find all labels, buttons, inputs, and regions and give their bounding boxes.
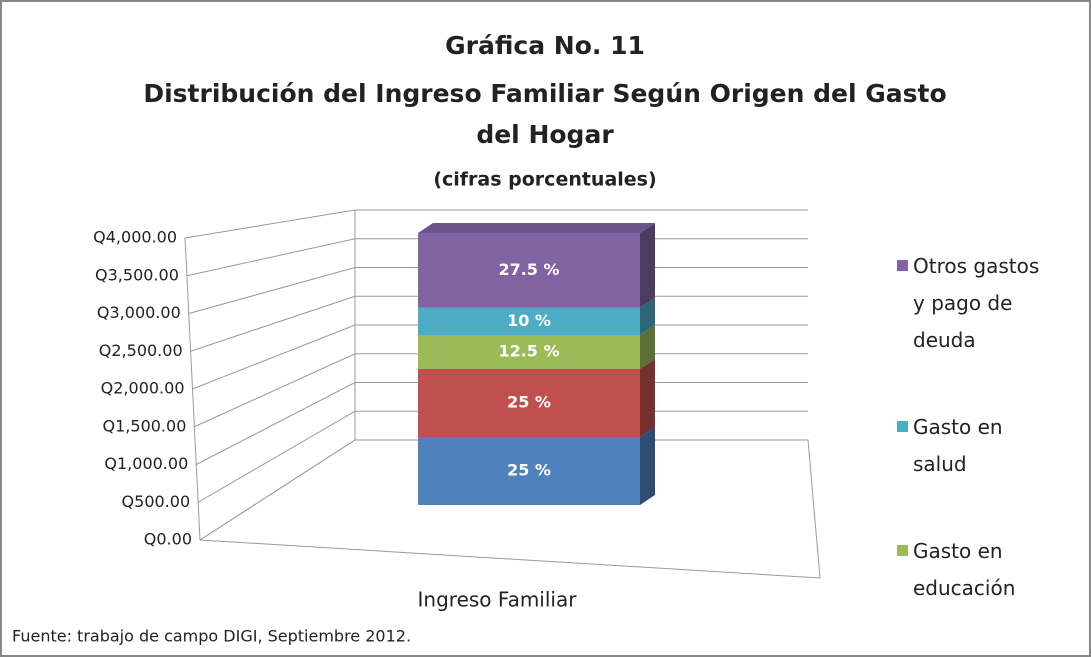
grid-line [190, 295, 808, 352]
data-label: 25 % [507, 461, 551, 480]
y-tick-label: Q2,000.00 [101, 379, 185, 398]
grid-line [196, 382, 808, 465]
bar [418, 233, 640, 308]
y-tick-label: Q3,000.00 [97, 303, 181, 322]
bar-side [640, 359, 655, 437]
grid-line [192, 324, 808, 390]
grid-line [194, 353, 808, 428]
bar-side [640, 223, 655, 308]
grid-line [199, 439, 808, 541]
bar [418, 335, 640, 369]
y-tick-label: Q3,500.00 [95, 265, 179, 284]
x-tick-label: Ingreso Familiar [418, 588, 578, 612]
legend-swatch [897, 260, 908, 271]
legend-swatch [897, 421, 908, 432]
source: Fuente: trabajo de campo DIGI, Septiembr… [12, 627, 411, 646]
grid-line [188, 267, 808, 314]
chart-title: Distribución del Ingreso Familiar Según … [143, 79, 946, 108]
data-label: 10 % [507, 311, 551, 330]
y-tick-label: Q1,000.00 [104, 454, 188, 473]
bar-side [640, 427, 655, 505]
data-label: 25 % [507, 393, 551, 412]
legend-swatch [897, 545, 908, 556]
bar [418, 369, 640, 437]
legend-label: Otros gastos y pago de deuda [913, 254, 1040, 352]
y-tick-label: Q0.00 [144, 530, 192, 549]
bar [418, 437, 640, 505]
legend-label: Gasto en educación [913, 539, 1016, 600]
bar-side [640, 297, 655, 335]
grid-line [184, 209, 808, 239]
chart-title: del Hogar [476, 120, 614, 149]
chart-title: Gráfica No. 11 [445, 31, 645, 60]
grid-line [186, 238, 808, 277]
legend-label: Gasto en salud [913, 415, 1003, 476]
bar-top [418, 223, 655, 233]
y-tick-label: Q1,500.00 [103, 416, 187, 435]
grid-line [197, 410, 808, 503]
chart-subtitle: (cifras porcentuales) [433, 169, 656, 191]
y-tick-label: Q2,500.00 [99, 341, 183, 360]
y-tick-label: Q4,000.00 [93, 228, 177, 247]
data-label: 12.5 % [498, 342, 559, 361]
bar-side [640, 325, 655, 369]
data-label: 27.5 % [498, 260, 559, 279]
y-tick-label: Q500.00 [122, 492, 191, 511]
bar [418, 307, 640, 335]
